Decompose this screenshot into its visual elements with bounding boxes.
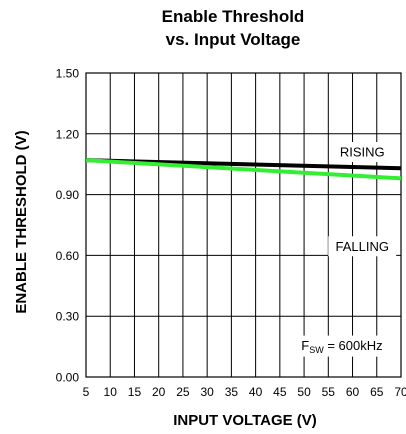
x-tick-labels: 5 10 15 20 25 30 35 40 45 50 55 60 65 70 xyxy=(83,385,406,399)
x-tick-label: 65 xyxy=(370,385,384,399)
x-tick-label: 15 xyxy=(128,385,142,399)
annotation-falling-bg xyxy=(328,236,397,257)
chart-subtitle: vs. Input Voltage xyxy=(165,30,301,49)
annotation-rising: RISING xyxy=(340,145,385,160)
grid xyxy=(85,72,402,378)
y-tick-labels: 0.00 0.30 0.60 0.90 1.20 1.50 xyxy=(56,67,80,385)
x-tick-label: 55 xyxy=(322,385,336,399)
x-tick-label: 35 xyxy=(225,385,239,399)
series-lines xyxy=(85,158,402,181)
x-tick-label: 5 xyxy=(83,385,90,399)
x-tick-label: 45 xyxy=(273,385,287,399)
annotation-rising-bg xyxy=(335,142,390,163)
y-tick-label: 1.50 xyxy=(56,67,80,81)
y-tick-label: 0.90 xyxy=(56,188,80,202)
x-tick-label: 50 xyxy=(297,385,311,399)
fsw-symbol: F xyxy=(301,338,309,353)
chart-title: Enable Threshold xyxy=(161,7,305,26)
annotation-falling: FALLING xyxy=(335,239,388,254)
x-tick-label: 10 xyxy=(104,385,118,399)
annotation-backgrounds xyxy=(297,142,397,357)
fsw-value: = 600kHz xyxy=(324,338,383,353)
x-tick-label: 40 xyxy=(249,385,263,399)
plot-frame xyxy=(85,72,402,378)
series-line-falling xyxy=(85,158,402,181)
x-tick-label: 20 xyxy=(152,385,166,399)
x-tick-label: 25 xyxy=(176,385,190,399)
y-tick-label: 0.30 xyxy=(56,310,80,324)
x-axis-label: INPUT VOLTAGE (V) xyxy=(173,412,317,429)
y-tick-label: 1.20 xyxy=(56,127,80,141)
y-tick-label: 0.00 xyxy=(56,371,80,385)
annotation-switching-frequency: FSW = 600kHz xyxy=(301,338,382,355)
x-tick-label: 30 xyxy=(200,385,214,399)
y-tick-label: 0.60 xyxy=(56,249,80,263)
x-tick-label: 60 xyxy=(346,385,360,399)
x-tick-label: 70 xyxy=(394,385,406,399)
fsw-subscript: SW xyxy=(309,345,324,355)
y-axis-label: ENABLE THRESHOLD (V) xyxy=(13,130,30,313)
annotation-fsw-bg xyxy=(297,335,396,357)
